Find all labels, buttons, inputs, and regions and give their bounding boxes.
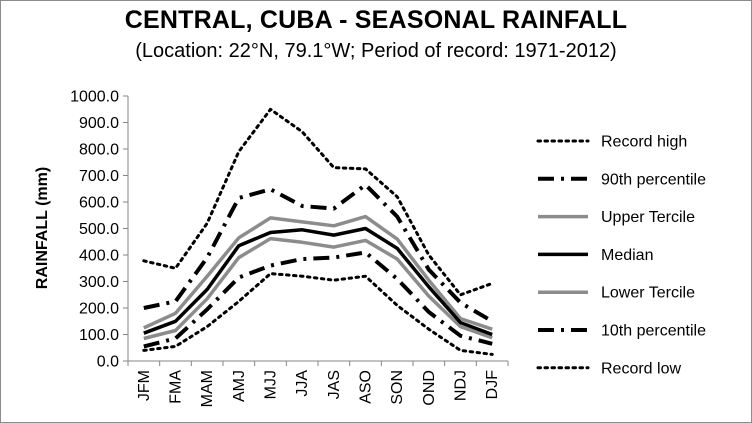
series-line-record-low [142,272,494,356]
legend-label-record-low: Record low [601,360,681,377]
y-tick-label: 400.0 [79,248,119,265]
legend-label-lower-tercile: Lower Tercile [601,285,695,302]
legend-label-upper-tercile: Upper Tercile [601,209,695,226]
series-line-lower-tercile [143,236,493,341]
series-line-90th-percentile [143,182,494,324]
chart-subtitle: (Location: 22°N, 79.1°W; Period of recor… [135,40,617,62]
legend-label-90th-percentile: 90th percentile [601,171,706,188]
y-tick-label: 300.0 [79,274,119,291]
x-tick-label: SON [389,370,406,405]
y-tick-label: 500.0 [79,221,119,238]
plot-area: 0.0 100.0 200.0 300.0 400.0 500.0 600.0 700.0 80… [70,89,509,407]
x-tick-label: MAM [199,370,216,407]
legend-label-median: Median [601,247,653,264]
x-tick-label: MJJ [263,370,280,399]
y-tick-label: 900.0 [79,115,119,132]
x-tick-label: JFM [136,370,153,401]
x-tick-label: NDJ [453,370,470,401]
y-tick-label: 100.0 [79,327,119,344]
x-tick-label: DJF [484,370,501,400]
legend-label-10th-percentile: 10th percentile [601,323,706,340]
legend-label-record-high: Record high [601,134,687,151]
series-line-10th-percentile [143,250,493,349]
series-line-median [143,226,493,337]
series-line-upper-tercile [143,214,493,331]
y-axis-label: RAINFALL (mm) [34,167,51,289]
y-tick-label: 0.0 [97,354,119,371]
x-tick-label: ASO [358,370,375,404]
y-tick-label: 200.0 [79,301,119,318]
chart-title: CENTRAL, CUBA - SEASONAL RAINFALL [124,6,628,34]
y-tick-label: 1000.0 [70,89,119,106]
x-tick-label: OND [421,370,438,406]
y-tick-label: 800.0 [79,142,119,159]
y-tick-label: 700.0 [79,168,119,185]
series-line-record-high [142,107,494,297]
x-tick-label: FMA [168,370,185,404]
y-tick-label: 600.0 [79,195,119,212]
x-tick-label: AMJ [231,370,248,402]
legend: Record high 90th percentile Upper Tercile M… [536,134,706,377]
x-tick-label: JJA [294,370,311,397]
x-tick-label: JAS [326,370,343,399]
